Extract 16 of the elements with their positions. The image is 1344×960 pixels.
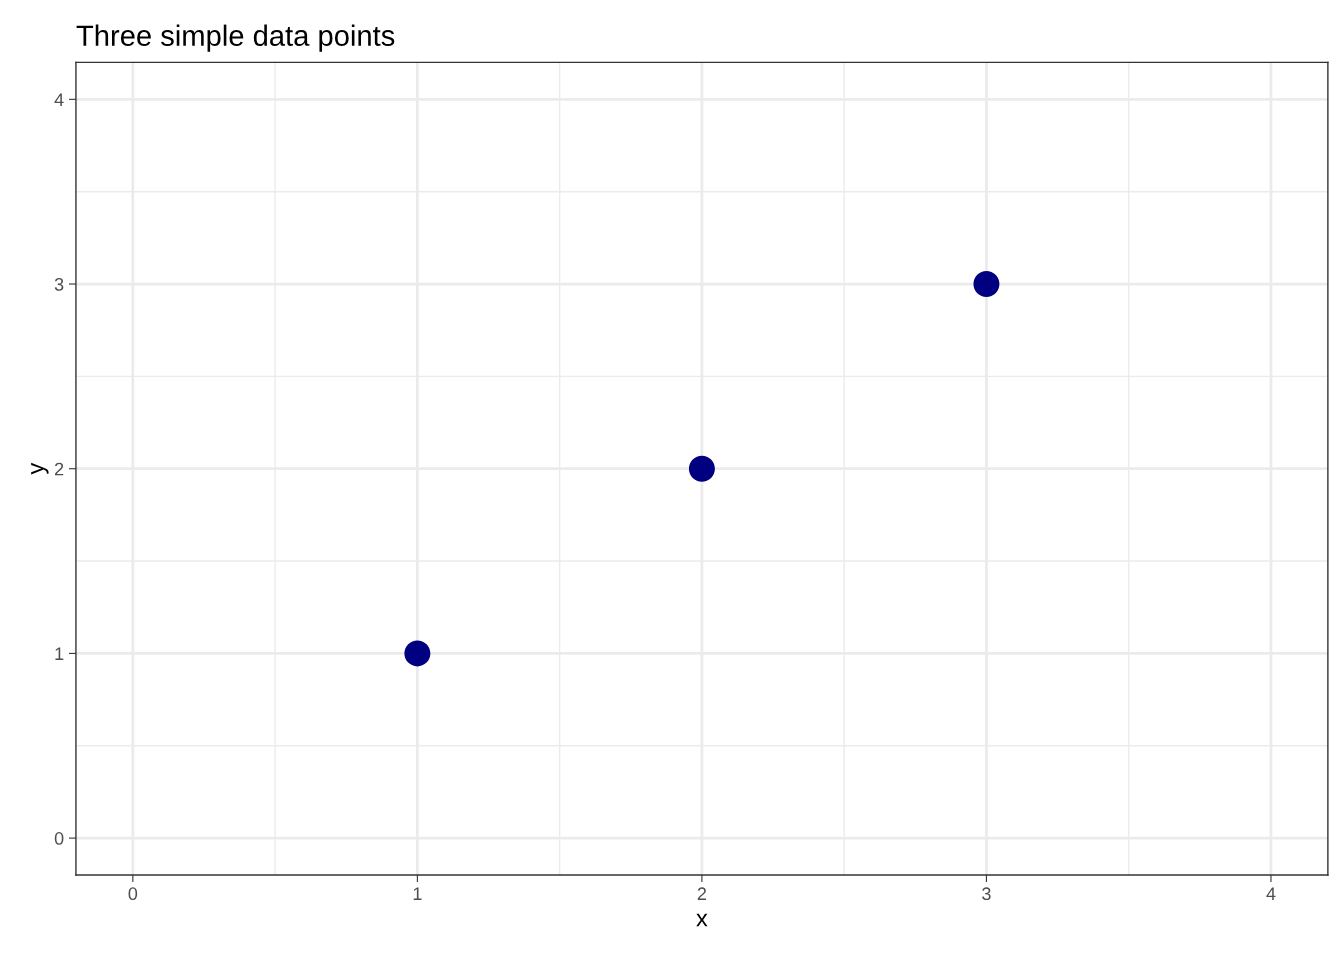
y-tick-label: 2	[55, 462, 64, 476]
x-tick-label: 3	[982, 887, 991, 901]
y-tick-label: 0	[54, 832, 64, 845]
y-tick-label: 3	[54, 277, 64, 291]
x-tick-label: 0	[128, 887, 138, 901]
y-tick-label: 1	[55, 647, 64, 660]
point	[973, 271, 1000, 298]
chart-title: Three simple data points	[76, 24, 395, 52]
y-axis-title: y	[31, 462, 49, 475]
x-tick-label: 4	[1266, 887, 1276, 900]
point	[688, 455, 715, 482]
x-tick-label: 2	[697, 887, 707, 900]
x-axis-title: x	[696, 913, 708, 927]
y-tick-label: 4	[54, 93, 64, 106]
point	[404, 640, 431, 667]
x-tick-label: 1	[413, 887, 422, 900]
